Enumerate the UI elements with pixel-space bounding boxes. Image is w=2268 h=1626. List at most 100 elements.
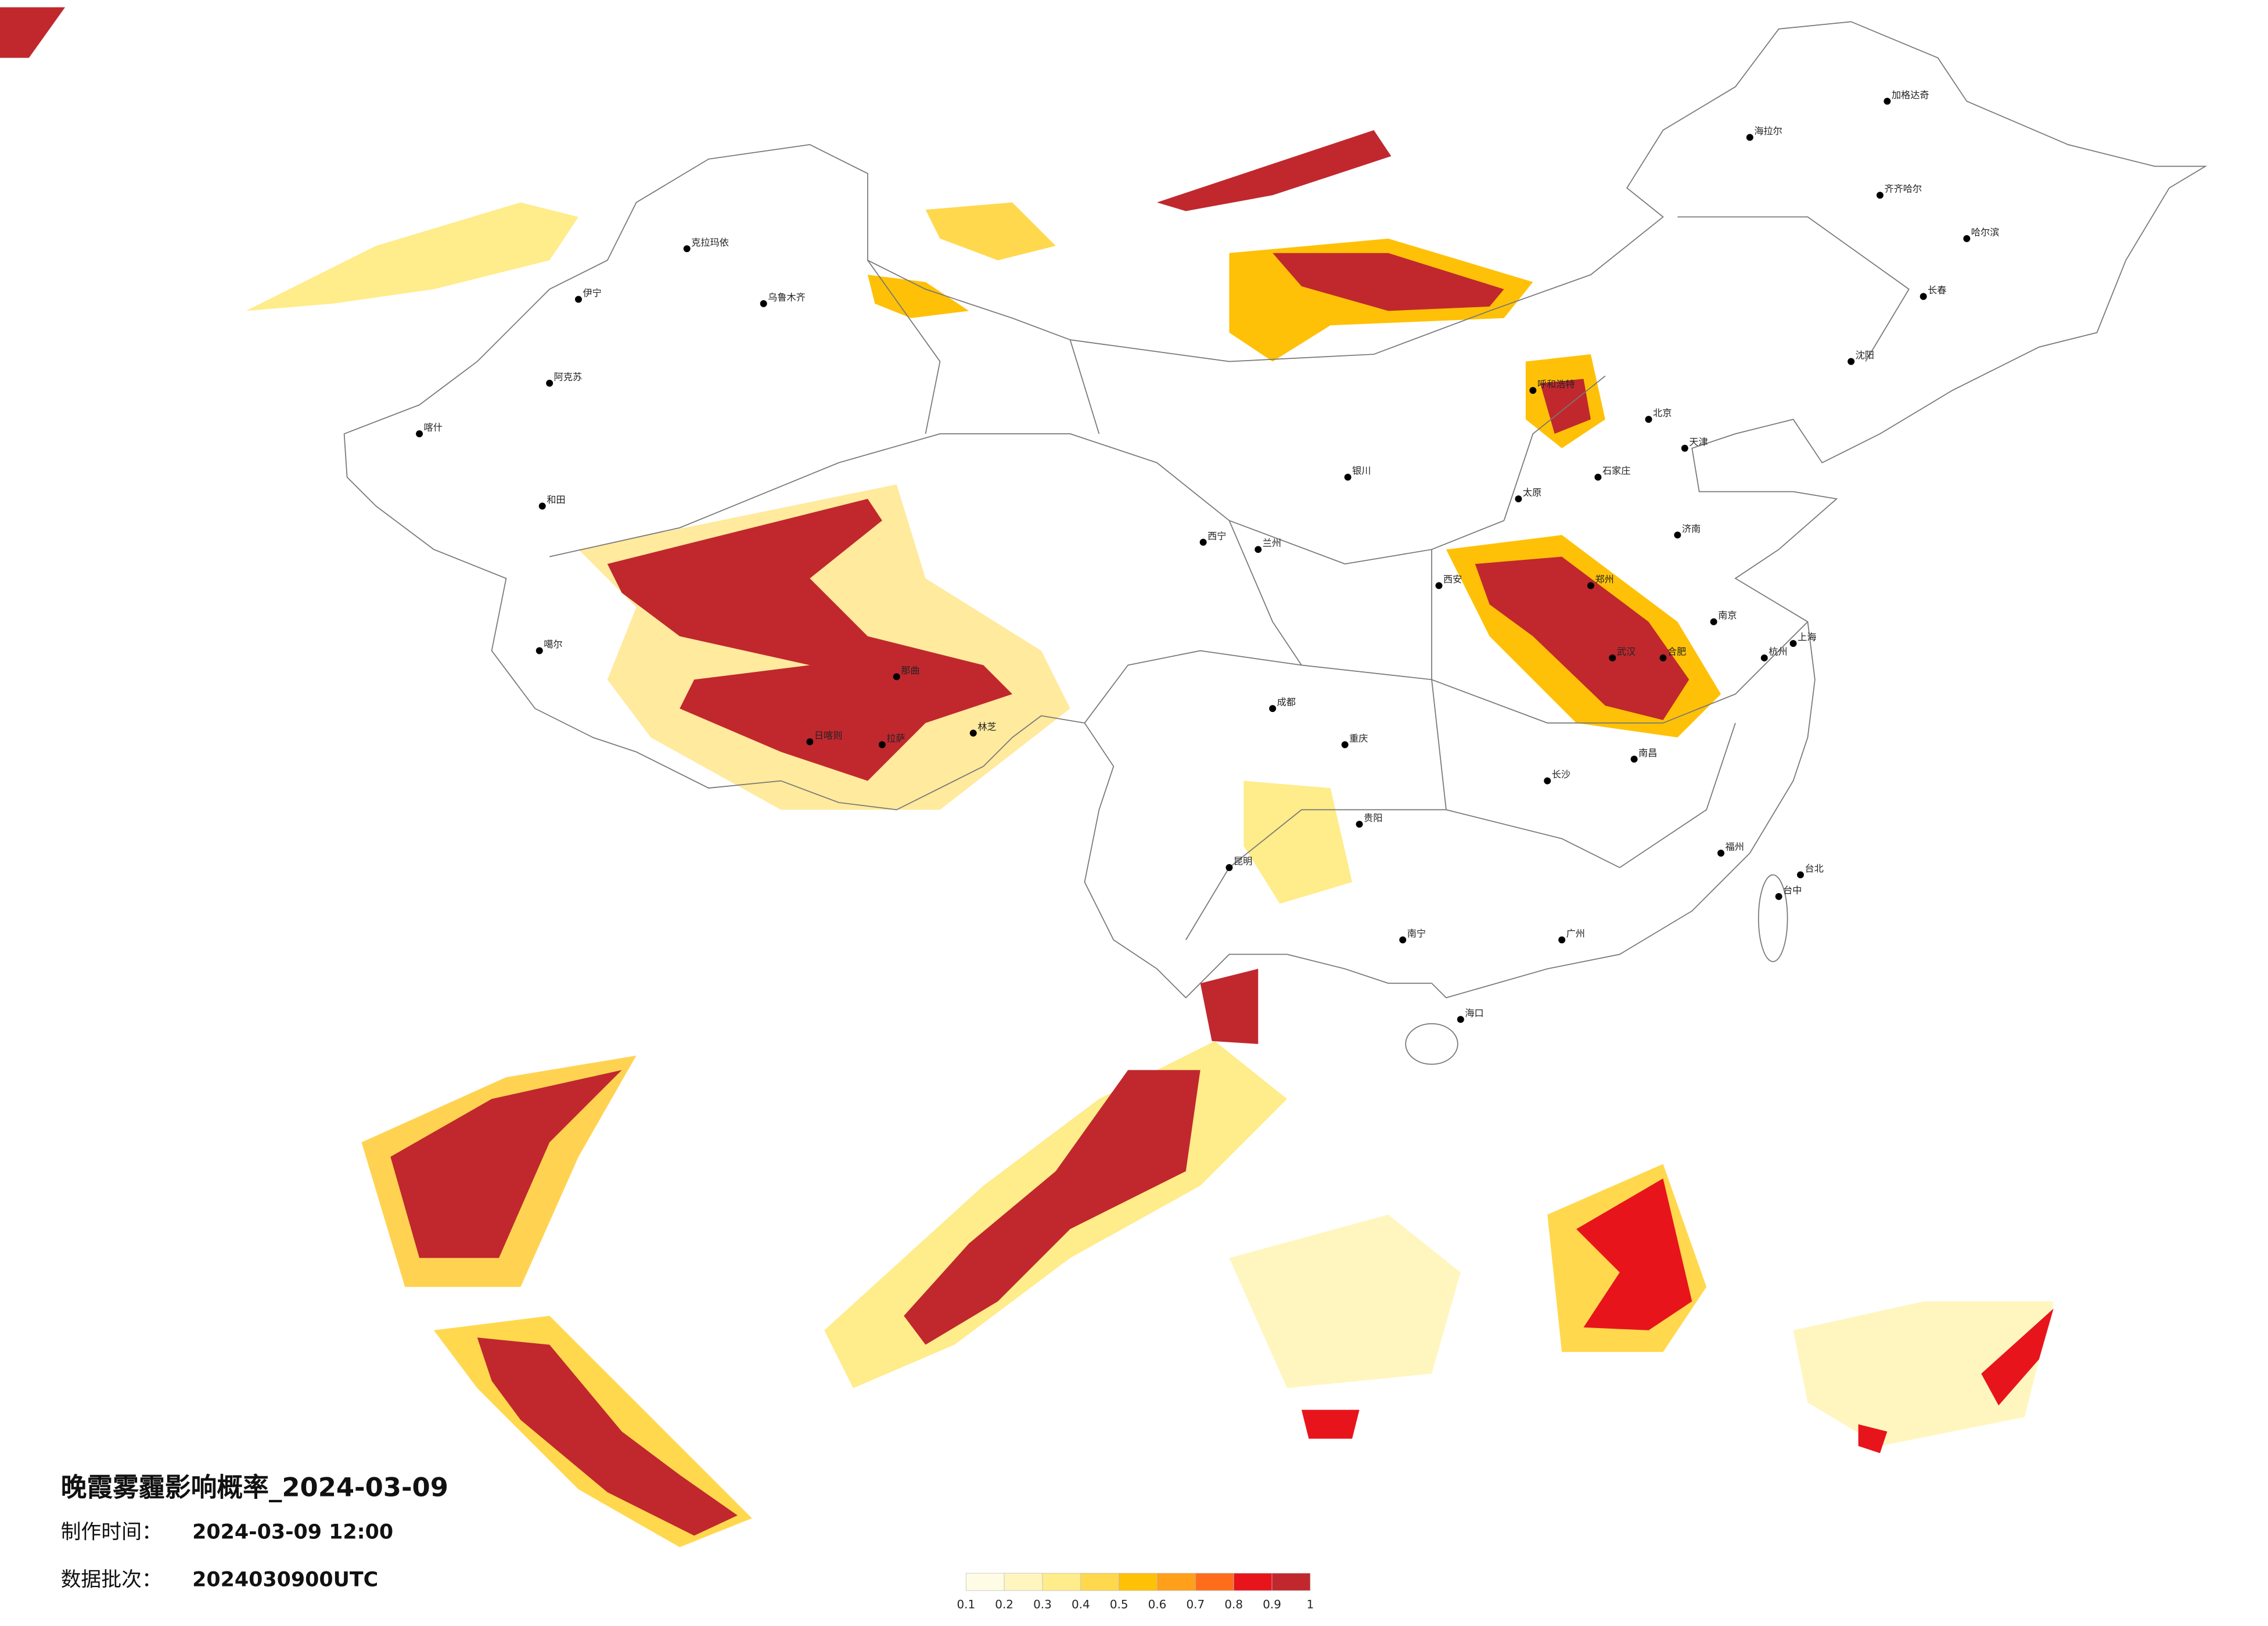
haze-core — [1156, 130, 1392, 211]
city-label: 杭州 — [1769, 646, 1787, 657]
city-label: 成都 — [1277, 697, 1296, 708]
city-label: 乌鲁木齐 — [768, 292, 806, 303]
haze-core — [0, 7, 66, 58]
city-dot — [969, 729, 977, 737]
city-label: 长沙 — [1552, 769, 1570, 780]
city-dot — [1609, 654, 1616, 661]
city-dot — [1587, 582, 1594, 589]
city-label: 喀什 — [424, 422, 443, 433]
city-dot — [878, 741, 886, 749]
haze-core — [607, 499, 1012, 781]
city-label: 噶尔 — [544, 639, 562, 650]
city-dot — [575, 296, 582, 303]
city-dot — [1435, 582, 1443, 589]
city-label: 上海 — [1798, 632, 1816, 643]
city-label: 拉萨 — [886, 733, 905, 744]
city-label: 西宁 — [1207, 530, 1226, 541]
city-label: 银川 — [1352, 465, 1371, 476]
city-dot — [1710, 618, 1717, 625]
city-dot — [1760, 654, 1768, 661]
city-dot — [1544, 777, 1551, 785]
province-border — [549, 216, 1910, 940]
city-dot — [1255, 546, 1262, 553]
city-dot — [893, 673, 900, 681]
city-dot — [1848, 358, 1855, 365]
haze-area — [1229, 1214, 1461, 1388]
city-dot — [1659, 654, 1667, 661]
city-dot — [1594, 473, 1602, 481]
colorbar-tick-label: 0.5 — [1110, 1598, 1128, 1611]
city-label: 太原 — [1523, 487, 1541, 498]
colorbar-tick-label: 0.2 — [995, 1598, 1013, 1611]
city-dot — [1876, 192, 1884, 199]
city-dot — [1630, 756, 1638, 763]
colorbar-segment — [1233, 1573, 1273, 1591]
city-label: 阿克苏 — [554, 371, 583, 382]
haze-area — [246, 202, 578, 311]
city-label: 加格达奇 — [1892, 89, 1929, 100]
city-dot — [683, 245, 691, 253]
colorbar-tick-label: 0.7 — [1187, 1598, 1205, 1611]
city-dot — [1457, 1016, 1464, 1023]
haze-core — [1273, 253, 1504, 311]
colorbar-tick-label: 0.4 — [1072, 1598, 1090, 1611]
haze-core — [1540, 379, 1591, 434]
city-dot — [1789, 640, 1797, 647]
city-dot — [1558, 936, 1566, 944]
haze-core — [904, 1070, 1201, 1345]
city-dot — [1529, 387, 1537, 394]
city-dot — [1356, 821, 1363, 828]
haze-core — [1301, 1409, 1360, 1439]
city-label: 沈阳 — [1856, 350, 1874, 361]
city-label: 南京 — [1718, 610, 1737, 621]
city-label: 北京 — [1653, 408, 1672, 419]
city-label: 台北 — [1805, 863, 1823, 874]
colorbar-tick-label: 0.6 — [1148, 1598, 1167, 1611]
haze-core — [390, 1070, 622, 1258]
city-dot — [1515, 495, 1522, 503]
haze-core — [1200, 969, 1259, 1044]
city-label: 昆明 — [1234, 856, 1252, 867]
city-label: 西安 — [1443, 574, 1462, 585]
colorbar-tick-label: 1 — [1307, 1598, 1314, 1611]
city-label: 石家庄 — [1602, 465, 1631, 476]
city-label: 郑州 — [1595, 574, 1613, 585]
city-label: 林芝 — [977, 721, 996, 732]
haze-core — [1576, 1178, 1692, 1330]
city-dot — [1674, 531, 1681, 539]
city-label: 济南 — [1682, 523, 1701, 534]
map-title: 晚霞雾霾影响概率_2024-03-09 — [61, 1472, 448, 1503]
city-dot — [1746, 134, 1753, 141]
city-label: 克拉玛依 — [691, 237, 729, 248]
colorbar-tick-label: 0.8 — [1224, 1598, 1243, 1611]
city-label: 长春 — [1928, 285, 1946, 296]
city-dot — [535, 647, 543, 654]
city-label: 武汉 — [1617, 646, 1636, 657]
city-label: 南宁 — [1407, 928, 1426, 939]
data-batch-value: 2024030900UTC — [192, 1569, 378, 1592]
haze-core — [477, 1337, 738, 1536]
city-label: 那曲 — [901, 665, 919, 676]
haze-core — [1858, 1424, 1888, 1454]
city-dot — [1269, 705, 1277, 713]
haze-area — [925, 202, 1056, 261]
city-label: 海拉尔 — [1754, 125, 1782, 136]
production-time-value: 2024-03-09 12:00 — [192, 1520, 393, 1544]
haze-core — [1981, 1308, 2054, 1406]
city-dot — [1199, 538, 1207, 546]
city-dot — [1717, 850, 1725, 857]
city-dot — [1775, 893, 1782, 900]
colorbar-segment — [1119, 1573, 1158, 1591]
colorbar-tick-label: 0.1 — [957, 1598, 975, 1611]
city-dot — [1681, 444, 1688, 452]
colorbar-segment — [1195, 1573, 1234, 1591]
colorbar: 0.1 0.2 0.3 0.4 0.5 0.6 0.7 0.8 0.9 1 — [957, 1573, 1314, 1611]
haze-area — [867, 275, 969, 318]
colorbar-segment — [1004, 1573, 1043, 1591]
city-label: 海口 — [1465, 1008, 1483, 1019]
haze-area — [1793, 1301, 2054, 1446]
data-batch-label: 数据批次： — [61, 1569, 162, 1592]
city-dot — [1399, 936, 1407, 944]
